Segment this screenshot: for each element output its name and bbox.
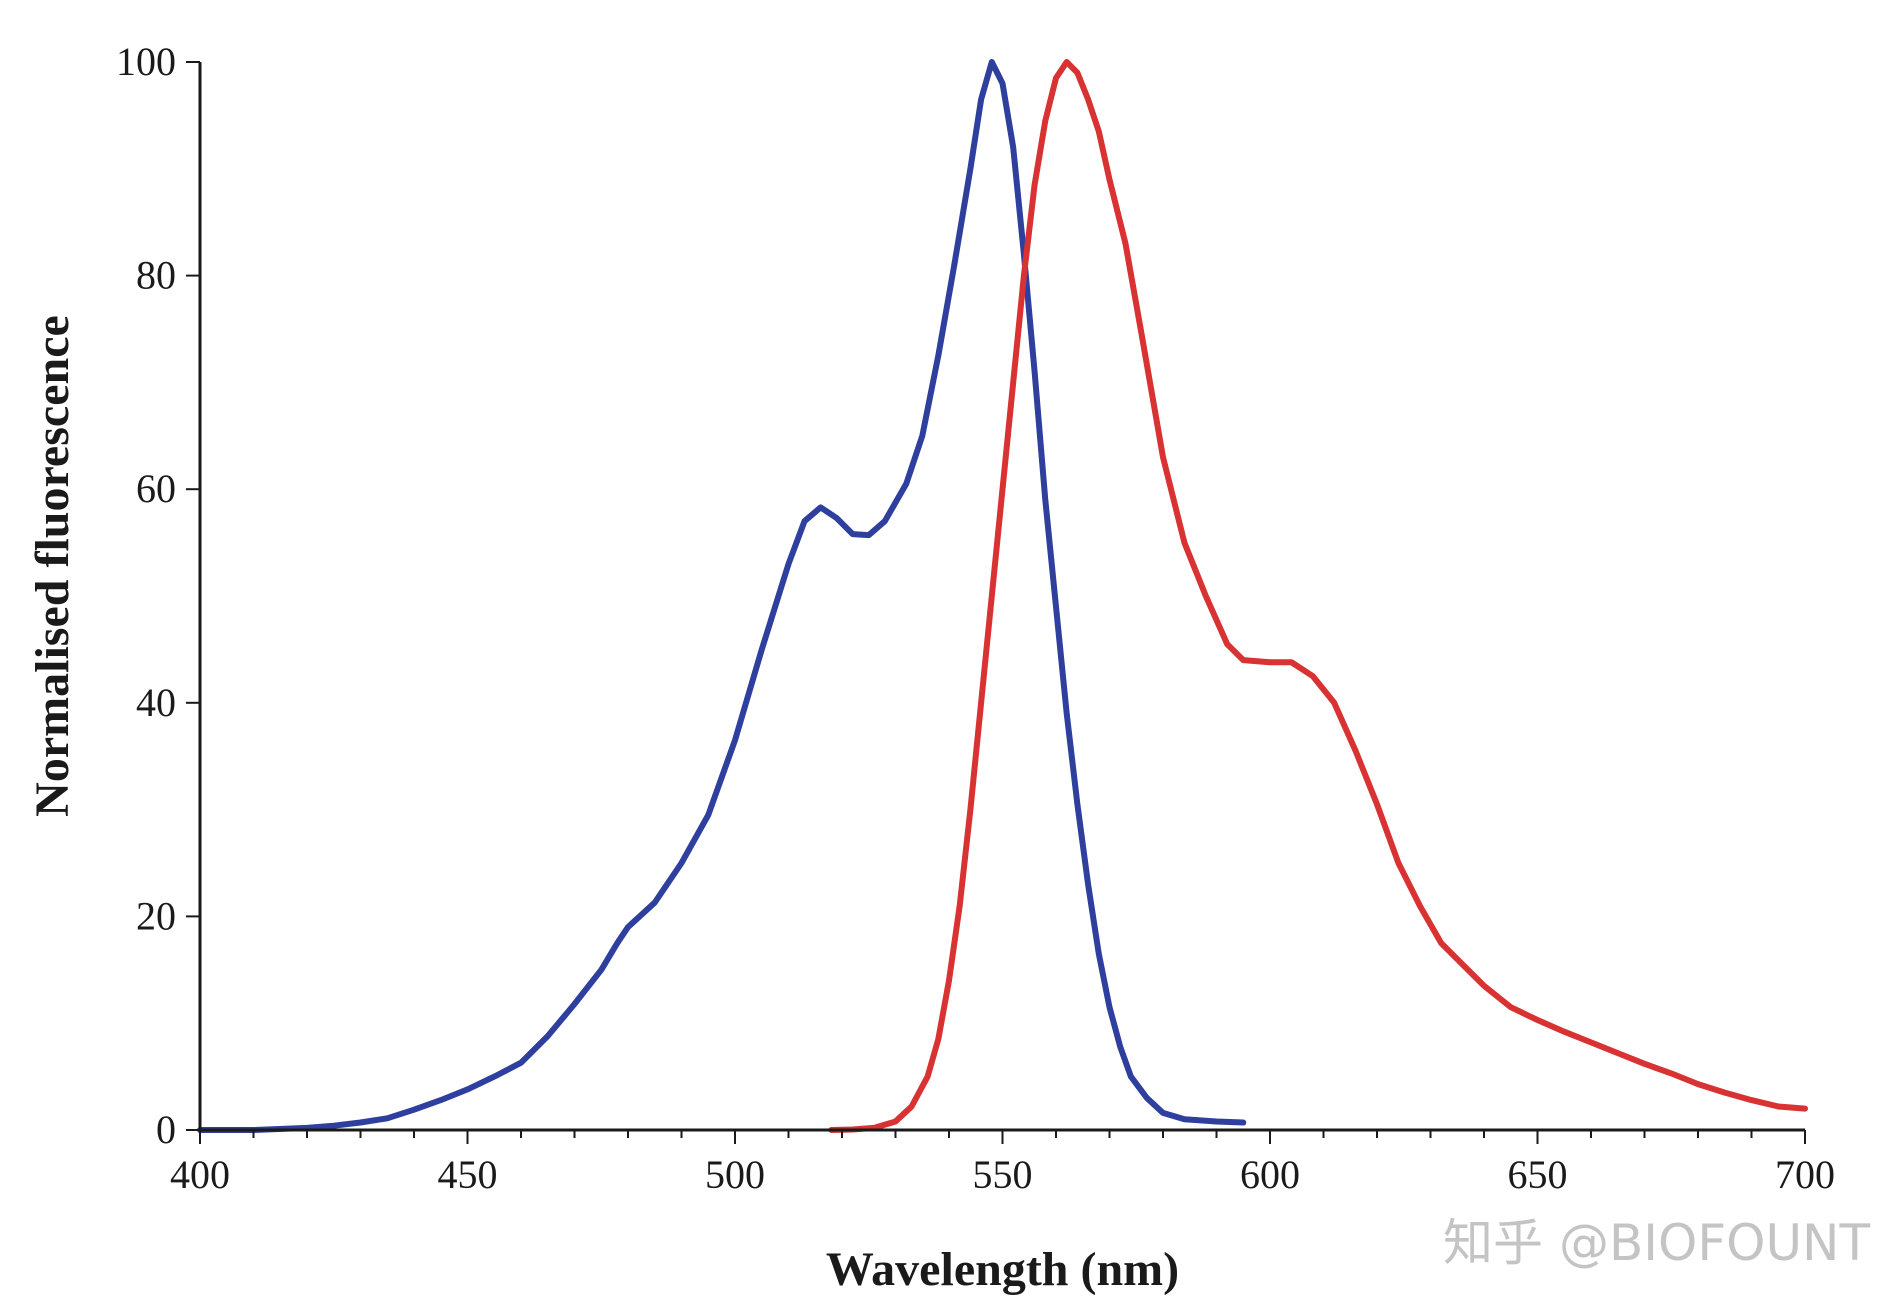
x-tick-label: 650 [1508, 1152, 1568, 1197]
y-tick-label: 80 [136, 253, 176, 298]
y-axis-ticks: 0 20 40 60 80 100 [116, 39, 200, 1152]
x-tick-label: 550 [973, 1152, 1033, 1197]
y-axis-title: Normalised fluorescence [26, 315, 79, 817]
x-axis-title: Wavelength (nm) [826, 1243, 1179, 1296]
y-tick-label: 0 [156, 1107, 176, 1152]
x-tick-label: 500 [705, 1152, 765, 1197]
blue-spectrum-line [197, 59, 1247, 1133]
watermark-text: 知乎 @BIOFOUNT [1443, 1214, 1870, 1272]
y-tick-label: 100 [116, 39, 176, 84]
series-layer [197, 59, 1808, 1133]
x-tick-label: 400 [170, 1152, 230, 1197]
x-tick-label: 600 [1240, 1152, 1300, 1197]
x-axis-ticks: 400 450 500 550 600 650 700 [170, 1130, 1835, 1197]
x-tick-label: 450 [438, 1152, 498, 1197]
x-tick-label: 700 [1775, 1152, 1835, 1197]
y-tick-label: 60 [136, 466, 176, 511]
axes-layer [198, 62, 1805, 1132]
y-tick-label: 40 [136, 680, 176, 725]
red-spectrum-line [828, 59, 1808, 1133]
y-tick-label: 20 [136, 893, 176, 938]
